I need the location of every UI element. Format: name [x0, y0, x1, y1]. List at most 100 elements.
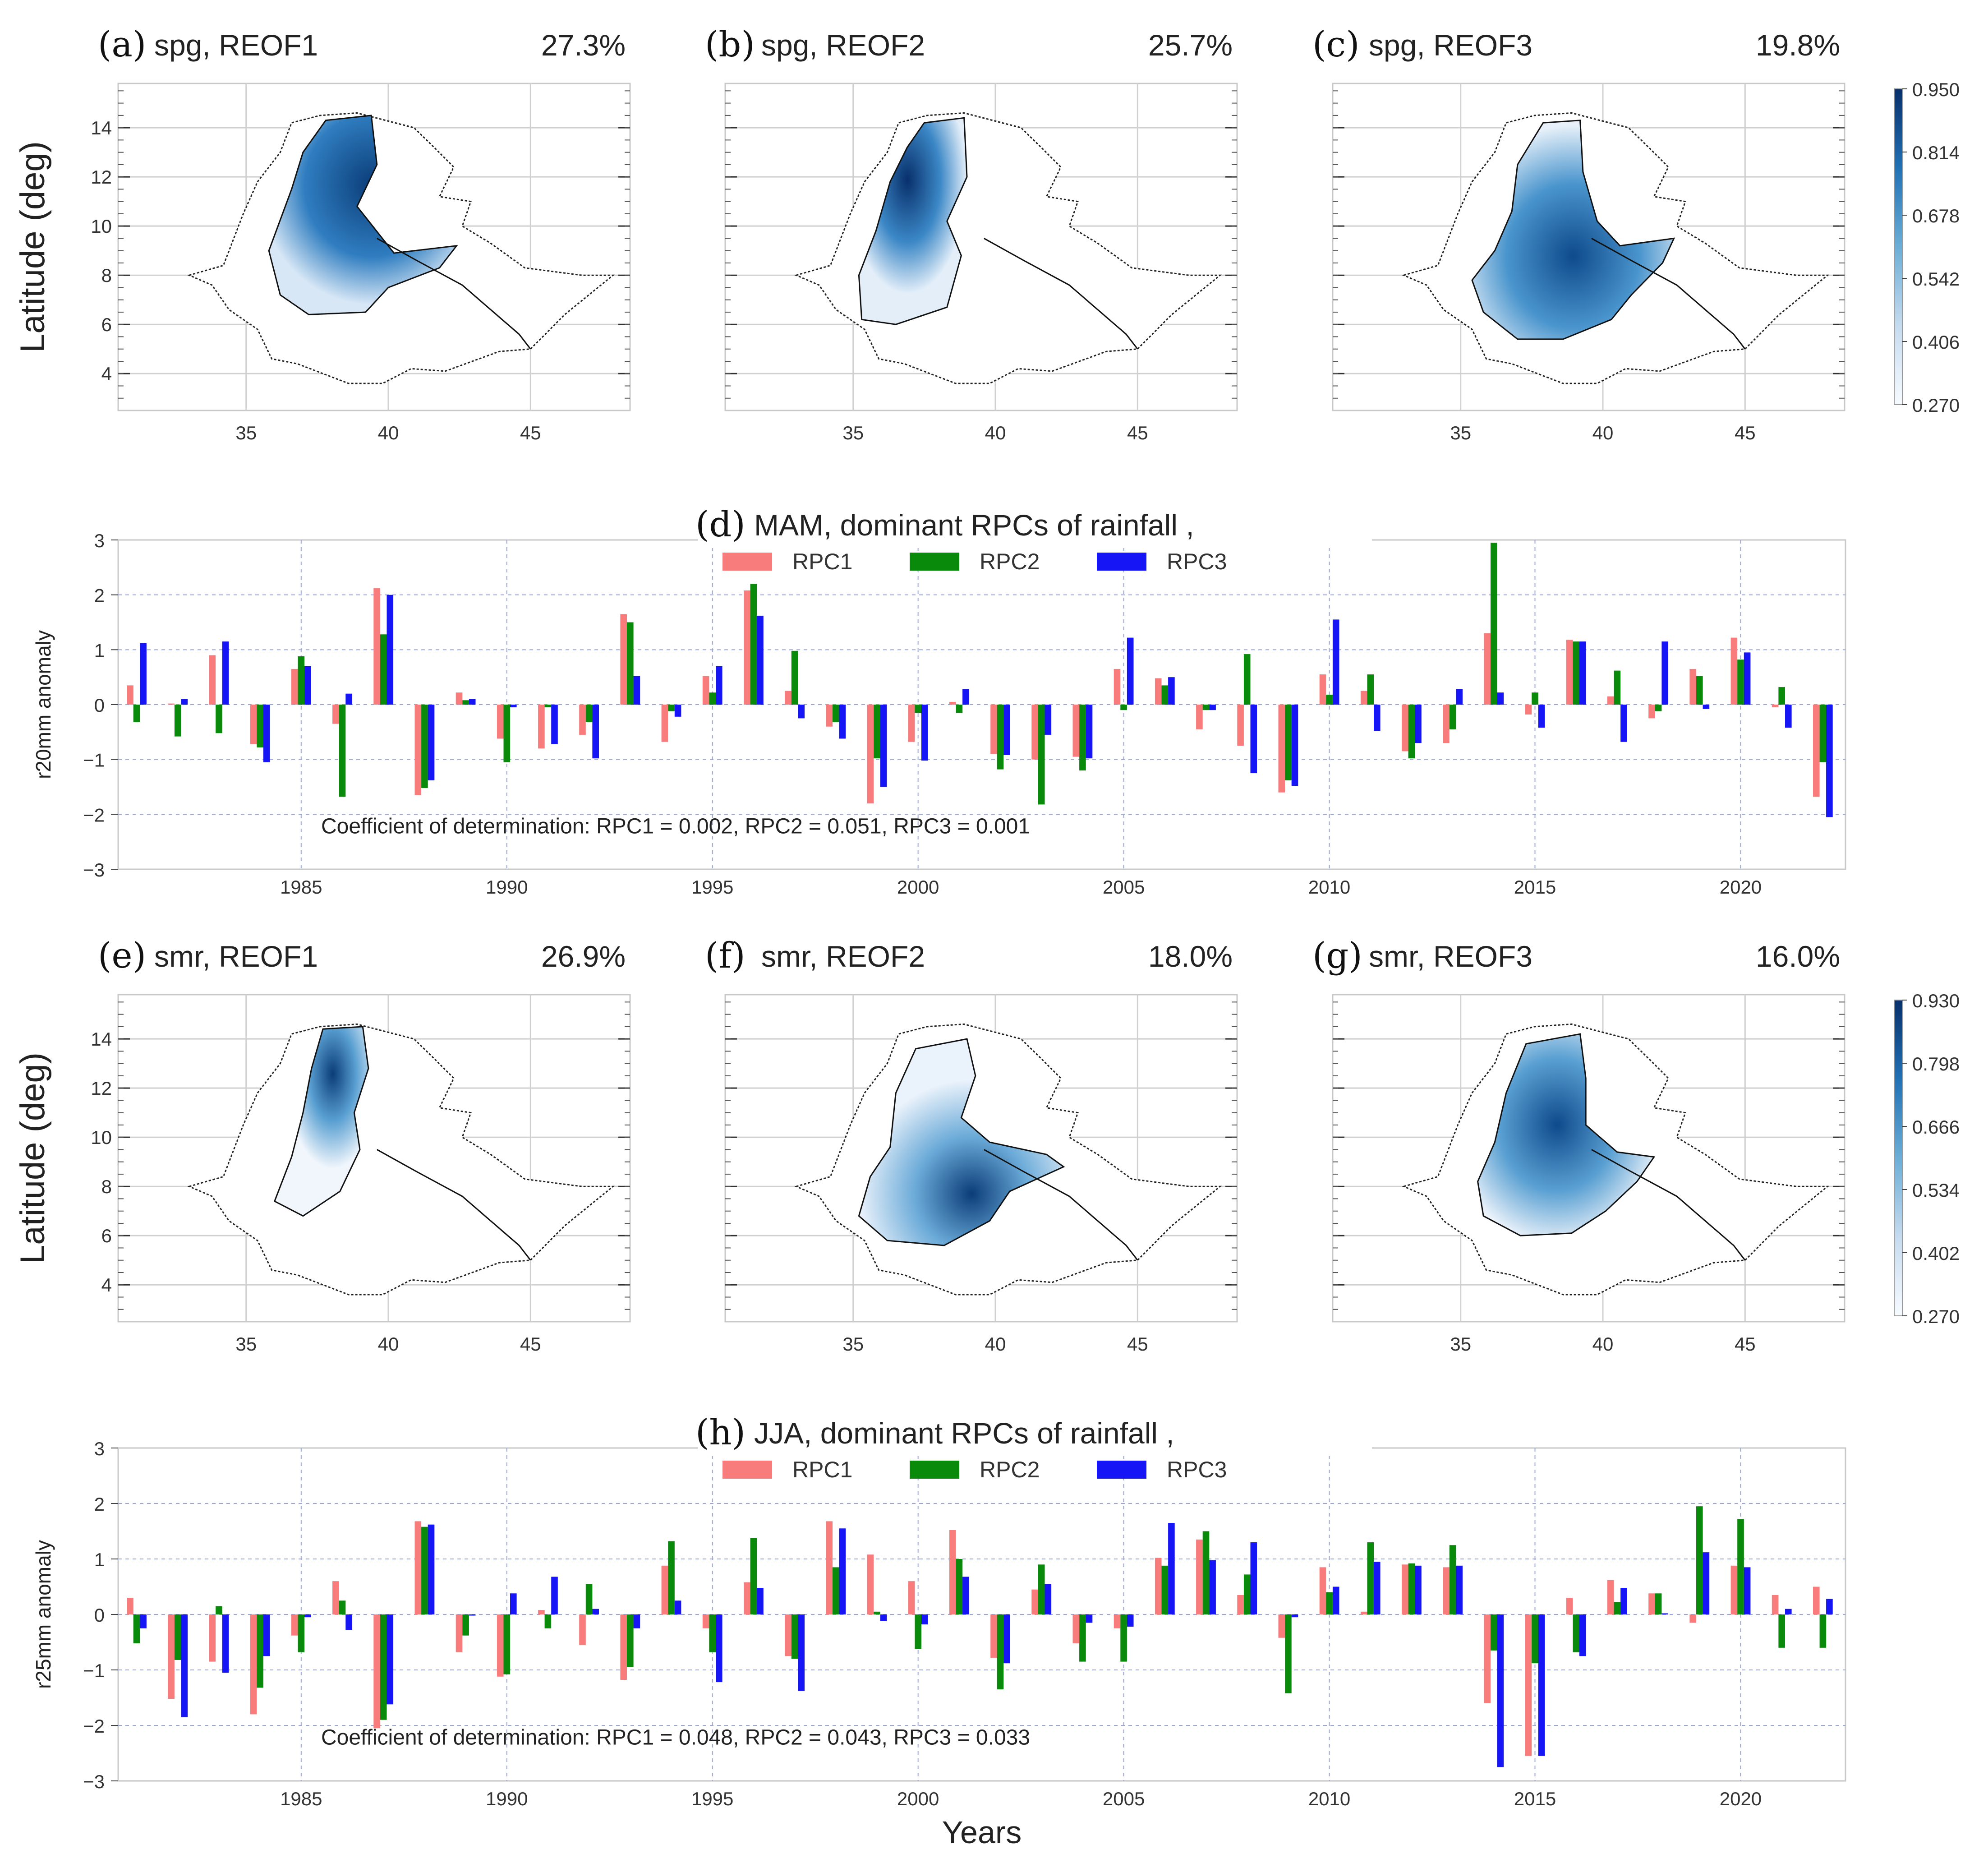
bar-rpc1: [414, 705, 422, 795]
bar-rpc1: [579, 705, 586, 735]
x-tick-label: 2020: [1720, 876, 1762, 898]
bar-rpc2: [791, 650, 798, 705]
x-tick-label: 2010: [1308, 1788, 1350, 1809]
bar-rpc2: [1161, 1565, 1169, 1614]
bar-rpc2: [257, 705, 263, 747]
bar-rpc1: [1319, 1567, 1326, 1614]
bar-rpc1: [949, 701, 956, 705]
bar-rpc2: [709, 1614, 716, 1652]
bar-rpc3: [469, 699, 476, 705]
bar-rpc2: [216, 1606, 222, 1614]
bar-rpc1: [1237, 1595, 1244, 1614]
variance-percent: 16.0%: [1756, 940, 1840, 973]
bar-rpc2: [1614, 670, 1621, 705]
y-tick-label: −1: [83, 1660, 105, 1681]
bar-rpc1: [1443, 1567, 1450, 1614]
bar-rpc1: [1031, 1589, 1038, 1614]
bar-rpc3: [510, 705, 517, 708]
variance-percent: 25.7%: [1148, 28, 1233, 62]
panel-label: (h): [695, 1412, 746, 1453]
bar-rpc1: [209, 655, 216, 705]
bar-rpc3: [1579, 1614, 1586, 1656]
bar-rpc2: [339, 705, 346, 797]
colorbar-tick-label: 0.950: [1912, 79, 1960, 100]
bar-rpc2: [791, 1614, 798, 1659]
map-xtick-label: 40: [985, 422, 1006, 443]
bar-rpc3: [140, 1614, 147, 1628]
bar-rpc3: [1250, 1542, 1257, 1614]
colorbar-tick-label: 0.930: [1912, 990, 1960, 1011]
bar-rpc2: [1532, 692, 1538, 705]
bar-rpc3: [921, 1614, 928, 1625]
bar-rpc3: [1620, 1588, 1627, 1614]
bar-rpc1: [744, 1582, 750, 1614]
bar-rpc3: [1250, 705, 1257, 774]
y-tick-label: 0: [94, 1605, 105, 1626]
contour-line: [377, 238, 531, 350]
bar-rpc3: [1497, 1614, 1504, 1767]
panel-label: (a): [98, 24, 146, 65]
bar-rpc1: [1443, 705, 1450, 743]
bar-rpc3: [592, 1609, 599, 1614]
bar-rpc1: [291, 669, 298, 705]
bar-rpc3: [1332, 1586, 1339, 1614]
title-backdrop: [698, 522, 1372, 548]
bar-rpc3: [962, 689, 969, 705]
bar-rpc3: [222, 641, 229, 705]
y-tick-label: 3: [94, 1438, 105, 1459]
r-squared-annotation: Coefficient of determination: RPC1 = 0.0…: [321, 1725, 1030, 1749]
colorbar-tick-label: 0.406: [1912, 332, 1960, 353]
bar-rpc2: [915, 705, 921, 713]
panel-title: smr, REOF2: [761, 940, 925, 973]
bar-rpc3: [757, 1588, 764, 1614]
panel-label: (d): [695, 504, 746, 545]
bar-rpc2: [339, 1600, 346, 1615]
legend-swatch-rpc1: [722, 553, 772, 571]
bar-rpc1: [1648, 705, 1655, 719]
map-ytick-label: 10: [91, 216, 112, 237]
bar-rpc1: [1155, 678, 1162, 705]
bar-rpc3: [1785, 705, 1792, 728]
bar-rpc2: [1696, 676, 1703, 705]
bar-rpc2: [1326, 1592, 1333, 1614]
bar-rpc3: [1127, 1614, 1134, 1627]
bar-rpc3: [263, 705, 270, 762]
bar-rpc1: [1772, 705, 1779, 708]
bar-rpc2: [668, 705, 675, 711]
bar-rpc3: [633, 676, 640, 705]
bar-rpc2: [1367, 674, 1374, 705]
map-xtick-label: 45: [520, 1333, 541, 1355]
map-xtick-label: 35: [842, 422, 864, 443]
bar-rpc3: [1168, 677, 1175, 705]
y-tick-label: 1: [94, 640, 105, 661]
legend-swatch-rpc3: [1097, 1461, 1146, 1479]
x-tick-label: 2020: [1720, 1788, 1762, 1809]
bar-rpc3: [1209, 1560, 1216, 1614]
x-tick-label: 1995: [691, 876, 733, 898]
bar-rpc1: [1772, 1595, 1779, 1614]
bar-rpc1: [209, 1614, 216, 1662]
bar-rpc3: [1661, 1613, 1668, 1614]
bar-rpc1: [497, 1614, 504, 1677]
y-tick-label: 0: [94, 695, 105, 716]
bar-rpc3: [1456, 1565, 1463, 1614]
bar-rpc1: [1813, 1586, 1820, 1614]
bar-rpc3: [387, 595, 394, 705]
y-tick-label: 3: [94, 530, 105, 551]
bar-rpc2: [1491, 543, 1497, 705]
bar-rpc2: [174, 705, 181, 737]
bar-rpc2: [462, 1614, 469, 1636]
bar-rpc1: [1278, 1614, 1285, 1638]
bar-rpc1: [1072, 1614, 1080, 1643]
bar-rpc3: [880, 705, 887, 787]
y-tick-label: −3: [83, 859, 105, 881]
map-xtick-label: 45: [1735, 422, 1756, 443]
legend-label: RPC3: [1167, 549, 1227, 574]
bar-rpc1: [826, 1521, 833, 1614]
colorbar-tick-label: 0.270: [1912, 1306, 1960, 1327]
loading-pattern: [1471, 120, 1675, 340]
bar-rpc2: [298, 1614, 305, 1652]
variance-percent: 19.8%: [1756, 28, 1840, 62]
bar-rpc1: [1525, 705, 1532, 715]
